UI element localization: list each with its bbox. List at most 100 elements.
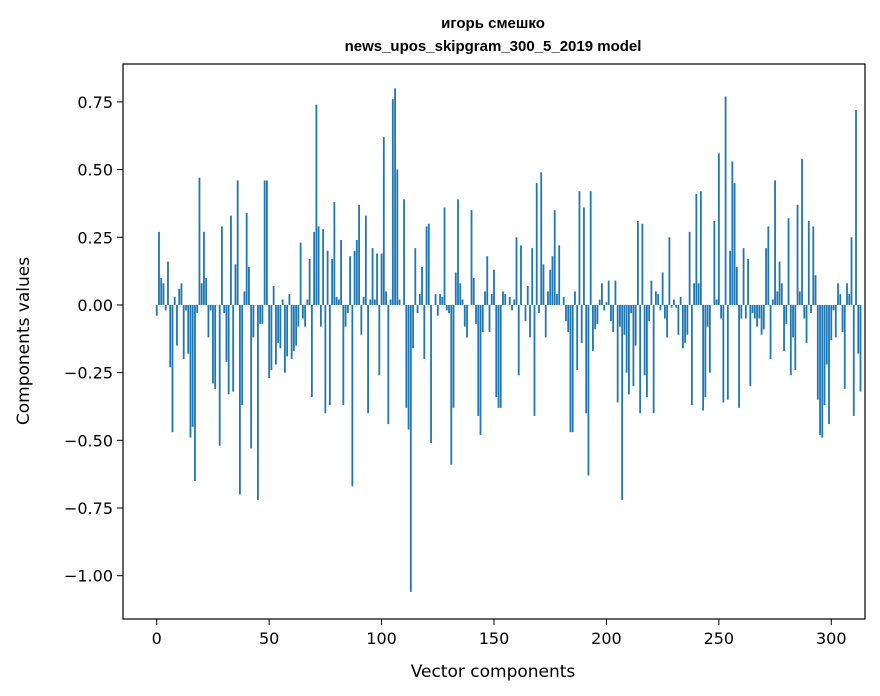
- bar-component-166: [529, 304, 531, 338]
- bar-component-218: [646, 304, 648, 397]
- bar-component-45: [257, 304, 259, 500]
- bar-component-53: [275, 304, 277, 365]
- bar-component-291: [810, 304, 812, 314]
- bar-component-263: [747, 258, 749, 305]
- bar-component-13: [185, 304, 187, 311]
- bar-component-169: [535, 183, 538, 305]
- bar-component-236: [686, 304, 689, 335]
- bar-component-51: [270, 304, 273, 370]
- bar-component-1: [158, 231, 160, 305]
- bar-component-146: [484, 291, 486, 305]
- bar-component-118: [421, 267, 423, 305]
- bar-component-83: [342, 304, 345, 406]
- bar-component-59: [288, 294, 291, 305]
- bar-component-58: [286, 304, 289, 357]
- bar-component-111: [405, 304, 408, 408]
- chart-title-line-2: news_upos_skipgram_300_5_2019 model: [345, 38, 642, 55]
- plot-frame: [122, 63, 866, 620]
- bar-component-285: [796, 204, 799, 305]
- bar-component-262: [744, 304, 747, 319]
- bar-component-183: [567, 304, 570, 333]
- bar-component-79: [333, 202, 336, 305]
- bar-component-313: [859, 304, 862, 392]
- bar-component-102: [385, 291, 387, 305]
- x-axis-label: Vector components: [411, 662, 576, 682]
- bar-component-219: [648, 304, 651, 322]
- bar-component-191: [585, 304, 588, 414]
- bar-component-261: [742, 248, 745, 305]
- bar-component-135: [459, 283, 462, 305]
- bar-component-148: [488, 304, 491, 333]
- bar-component-243: [702, 304, 705, 411]
- bar-component-252: [722, 304, 725, 403]
- bar-component-90: [358, 204, 360, 305]
- bar-component-18: [196, 304, 199, 314]
- y-tick-label: 0.75: [77, 93, 113, 112]
- bar-component-38: [241, 304, 244, 406]
- bar-component-122: [430, 304, 432, 444]
- bar-component-232: [677, 304, 680, 335]
- bar-component-138: [466, 304, 468, 338]
- bar-component-119: [423, 304, 426, 360]
- bar-component-213: [634, 304, 637, 346]
- bar-component-6: [169, 304, 172, 368]
- bar-component-306: [843, 304, 846, 389]
- bar-component-233: [679, 296, 682, 305]
- bar-component-289: [805, 304, 808, 343]
- bar-component-159: [513, 299, 516, 305]
- bar-component-110: [403, 199, 405, 305]
- bar-component-181: [562, 296, 565, 305]
- bar-component-103: [387, 304, 390, 425]
- chart-title-line-1: игорь смешко: [441, 15, 545, 32]
- bar-component-78: [331, 258, 334, 305]
- bar-component-207: [621, 304, 624, 500]
- bar-component-68: [308, 258, 311, 305]
- bar-component-221: [652, 304, 655, 414]
- bar-component-308: [848, 294, 851, 305]
- bar-component-272: [767, 226, 770, 305]
- bar-component-186: [574, 291, 576, 305]
- bar-component-55: [279, 304, 282, 349]
- bar-component-54: [277, 304, 280, 343]
- bar-component-288: [803, 304, 806, 319]
- bar-component-33: [230, 215, 232, 305]
- bar-component-40: [245, 212, 248, 305]
- bar-component-106: [394, 88, 396, 305]
- bar-component-210: [628, 304, 630, 395]
- bar-component-212: [632, 304, 635, 387]
- bar-component-203: [612, 304, 615, 333]
- bar-component-193: [589, 191, 592, 305]
- bar-component-125: [436, 304, 439, 316]
- bar-component-0: [155, 304, 158, 316]
- bar-component-194: [592, 304, 594, 351]
- bar-component-200: [605, 302, 608, 305]
- bar-component-150: [493, 269, 495, 305]
- bar-component-64: [299, 242, 302, 305]
- bar-component-245: [706, 304, 709, 327]
- bar-component-267: [756, 304, 758, 327]
- bar-component-223: [657, 294, 660, 305]
- bar-component-86: [349, 256, 351, 305]
- bar-component-198: [601, 283, 603, 305]
- bar-component-201: [607, 280, 610, 305]
- bar-component-35: [234, 264, 237, 305]
- bar-component-208: [623, 304, 626, 335]
- bar-component-312: [857, 304, 860, 354]
- bar-component-266: [753, 304, 756, 319]
- bar-component-202: [610, 304, 612, 322]
- bar-component-32: [227, 304, 230, 395]
- bar-component-88: [353, 250, 356, 305]
- bar-component-296: [821, 304, 824, 438]
- bar-component-279: [783, 304, 785, 351]
- bar-component-204: [614, 280, 617, 305]
- bar-component-171: [540, 172, 543, 305]
- bar-component-182: [565, 304, 567, 322]
- bar-component-239: [693, 283, 696, 305]
- bar-component-281: [787, 218, 790, 305]
- bar-component-253: [724, 96, 727, 305]
- bar-component-154: [502, 291, 504, 305]
- bar-component-254: [726, 304, 729, 400]
- bar-component-151: [495, 304, 498, 397]
- bar-component-81: [337, 299, 340, 305]
- bar-component-174: [547, 291, 549, 305]
